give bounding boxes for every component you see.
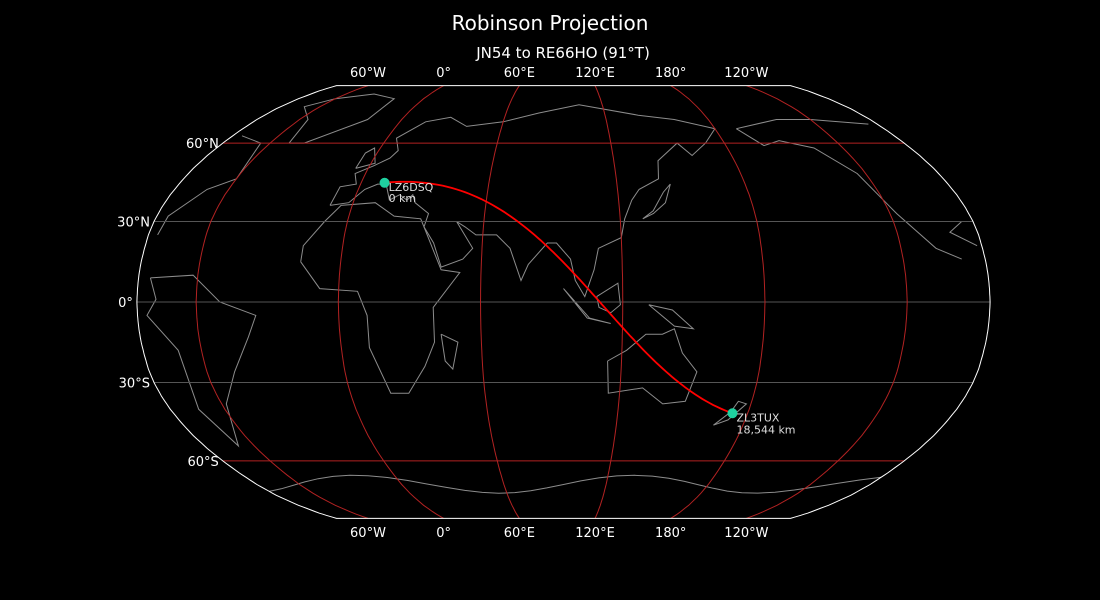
meridian-label: 60°W [350,66,386,81]
end-marker[interactable] [727,408,738,419]
meridian-line [337,85,444,519]
meridian-label: 120°W [724,526,768,541]
parallel-label: 30°S [119,376,150,391]
meridian-line [479,85,520,519]
meridian-line [195,85,369,519]
parallel-label: 60°N [186,137,219,152]
coastline [146,274,257,448]
meridian-label: 180° [655,66,686,81]
end-callsign: ZL3TUX [736,411,779,424]
meridian-label: 120°E [575,526,615,541]
start-distance: 0 km [389,192,417,205]
graticule [136,85,991,519]
graticule-labels: 60°N 30°N 0° 30°S 60°S 60°W 60°W 0° 0° 60°E 60°E 12… [117,66,768,541]
coastline [563,288,611,324]
meridian-label: 120°E [575,66,615,81]
coastline [648,304,695,330]
coastline [440,333,459,371]
map-subtitle: JN54 to RE66HO (91°T) [475,44,650,62]
coastlines [146,93,978,494]
meridian-label: 0° [436,66,451,81]
great-circle-path [384,180,733,415]
meridian-label: 60°E [504,66,535,81]
meridian-label: 0° [436,526,451,541]
coastline [596,282,621,314]
meridian-line [594,85,624,519]
map-title: Robinson Projection [452,11,649,35]
coastline [288,93,396,144]
meridian-label: 120°W [724,66,768,81]
coastline-antarctica [269,474,882,494]
coastline [607,328,698,405]
meridian-label: 180° [655,526,686,541]
parallel-label: 0° [118,296,133,311]
parallel-label: 60°S [188,455,219,470]
coastline [642,183,671,220]
coastline [355,147,376,169]
meridian-label: 60°E [504,526,535,541]
parallel-label: 30°N [117,216,150,231]
meridian-label: 60°W [350,526,386,541]
coastline [300,202,461,394]
map-outline [136,85,991,519]
start-callsign: LZ6DSQ [389,181,434,194]
end-distance: 18,544 km [736,423,795,436]
coastline [157,119,978,260]
meridian-line [670,85,766,519]
meridian-line [746,85,908,519]
start-marker[interactable] [379,177,390,188]
coastline [329,104,716,298]
